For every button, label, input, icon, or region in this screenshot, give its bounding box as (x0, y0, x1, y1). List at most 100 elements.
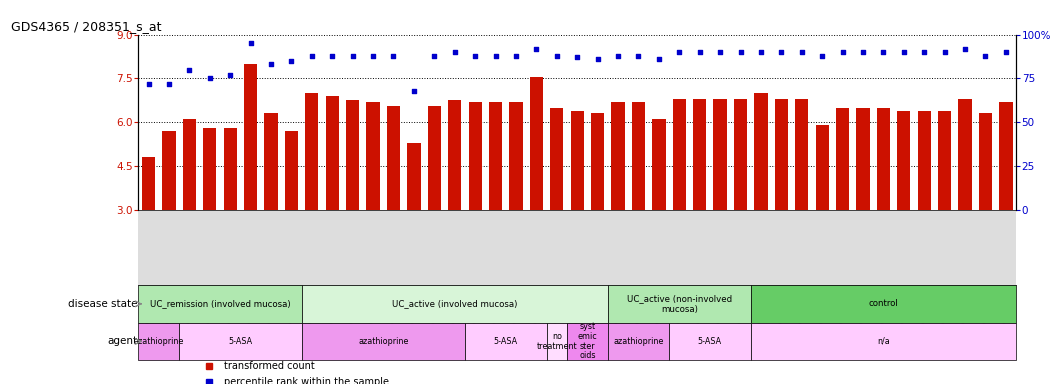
Text: n/a: n/a (877, 337, 890, 346)
Point (487, 53, 504, 59)
Bar (244, 64, 257, 210)
Bar (857, 108, 869, 210)
Bar (608, 323, 669, 360)
Bar (301, 285, 608, 323)
Text: 5-ASA: 5-ASA (229, 337, 252, 346)
Point (692, 49, 709, 55)
Point (916, 49, 933, 55)
Point (528, 46, 545, 52)
Bar (489, 102, 502, 210)
Bar (465, 323, 547, 360)
Text: 5-ASA: 5-ASA (494, 337, 518, 346)
Bar (714, 99, 727, 210)
Bar (959, 99, 971, 210)
Bar (751, 323, 1016, 360)
Point (854, 49, 871, 55)
Text: disease state: disease state (68, 299, 138, 309)
Point (957, 46, 974, 52)
Bar (608, 285, 751, 323)
Bar (672, 99, 686, 210)
Point (243, 40, 260, 46)
Bar (468, 102, 482, 210)
Bar (530, 77, 543, 210)
Bar (264, 113, 278, 210)
Bar (305, 93, 318, 210)
Bar (815, 125, 829, 210)
Text: control: control (868, 300, 898, 308)
Bar (408, 143, 420, 210)
Point (814, 53, 831, 59)
Point (221, 72, 238, 78)
Point (794, 49, 811, 55)
Bar (979, 113, 992, 210)
Bar (751, 285, 1016, 323)
Bar (570, 111, 584, 210)
Bar (510, 102, 522, 210)
Point (263, 61, 280, 68)
Bar (346, 100, 360, 210)
Point (772, 49, 789, 55)
Point (630, 53, 647, 59)
Point (508, 53, 525, 59)
Bar (183, 119, 196, 210)
Text: percentile rank within the sample: percentile rank within the sample (225, 377, 389, 384)
Text: agent: agent (107, 336, 138, 346)
Bar (652, 119, 665, 210)
Bar (285, 131, 298, 210)
Text: azathioprine: azathioprine (613, 337, 664, 346)
Bar (669, 323, 751, 360)
Point (610, 53, 627, 59)
Point (283, 58, 300, 64)
Point (323, 53, 340, 59)
Point (732, 49, 749, 55)
Text: syst
emic
ster
oids: syst emic ster oids (578, 322, 597, 361)
Point (181, 66, 198, 73)
Bar (754, 93, 767, 210)
Point (670, 49, 687, 55)
Bar (550, 108, 564, 210)
Point (712, 49, 729, 55)
Point (875, 49, 892, 55)
Bar (897, 111, 911, 210)
Bar (567, 323, 608, 360)
Bar (938, 111, 951, 210)
Point (446, 49, 463, 55)
Bar (547, 323, 567, 360)
Bar (138, 285, 301, 323)
Text: UC_active (non-involved
mucosa): UC_active (non-involved mucosa) (627, 294, 732, 314)
Point (365, 53, 382, 59)
Bar (138, 323, 179, 360)
Bar (179, 323, 301, 360)
Bar (693, 99, 706, 210)
Bar (632, 102, 645, 210)
Point (426, 53, 443, 59)
Point (201, 75, 218, 81)
Point (997, 49, 1014, 55)
Bar (203, 128, 216, 210)
Point (834, 49, 851, 55)
Bar (223, 128, 237, 210)
Bar (999, 102, 1013, 210)
Bar (448, 100, 462, 210)
Bar (142, 157, 155, 210)
Bar (591, 113, 604, 210)
Bar (795, 99, 809, 210)
Text: 5-ASA: 5-ASA (698, 337, 722, 346)
Point (568, 54, 585, 60)
Text: UC_active (involved mucosa): UC_active (involved mucosa) (392, 300, 517, 308)
Bar (917, 111, 931, 210)
Bar (326, 96, 339, 210)
Text: azathioprine: azathioprine (359, 337, 409, 346)
Bar (428, 106, 440, 210)
Bar (387, 106, 400, 210)
Bar (163, 131, 176, 210)
Point (977, 53, 994, 59)
Point (405, 88, 422, 94)
Text: UC_remission (involved mucosa): UC_remission (involved mucosa) (150, 300, 290, 308)
Bar (734, 99, 747, 210)
Point (650, 56, 667, 62)
Point (303, 53, 320, 59)
Text: no
treatment: no treatment (536, 332, 577, 351)
Bar (612, 102, 625, 210)
Bar (301, 323, 465, 360)
